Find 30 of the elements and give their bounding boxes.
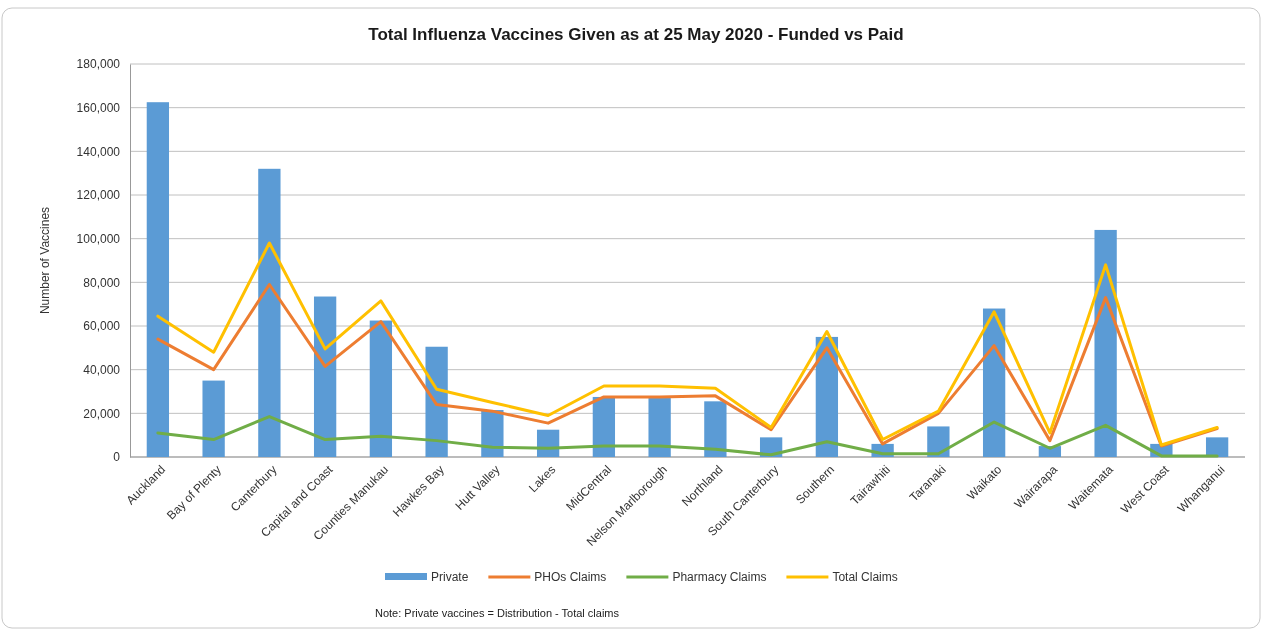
- bar: [704, 401, 727, 457]
- y-tick-label: 0: [113, 450, 121, 465]
- legend-label: PHOs Claims: [534, 570, 607, 584]
- legend-label: Private: [431, 570, 469, 584]
- y-tick-label: 20,000: [83, 406, 121, 421]
- bar: [369, 320, 393, 457]
- y-tick-label: 160,000: [76, 101, 121, 116]
- bar: [258, 168, 281, 457]
- line-series: [156, 415, 1219, 458]
- line-series: [156, 283, 1219, 448]
- y-tick-label: 180,000: [76, 57, 121, 72]
- text: Note: Private vaccines = Distribution - Total claims: [375, 607, 620, 619]
- legend-label: Total Claims: [832, 570, 898, 584]
- y-axis-title: Number of Vaccines: [38, 206, 52, 315]
- y-tick-label: 80,000: [83, 275, 121, 290]
- y-tick-label: 120,000: [76, 188, 121, 203]
- y-tick-label: 100,000: [76, 232, 121, 247]
- y-tick-label: 60,000: [83, 319, 121, 334]
- bar: [648, 398, 671, 457]
- bar: [592, 396, 616, 457]
- bar: [146, 102, 170, 457]
- line-series: [156, 241, 1219, 447]
- bar: [313, 296, 337, 457]
- bar: [1205, 437, 1229, 457]
- legend-label: Pharmacy Claims: [672, 570, 767, 584]
- y-tick-label: 140,000: [76, 144, 121, 159]
- bar: [1094, 229, 1117, 457]
- y-tick-label: 40,000: [83, 363, 121, 378]
- chart-title: Total Influenza Vaccines Given as at 25 May 2020 - Funded vs Paid: [368, 25, 904, 44]
- bar: [202, 380, 225, 457]
